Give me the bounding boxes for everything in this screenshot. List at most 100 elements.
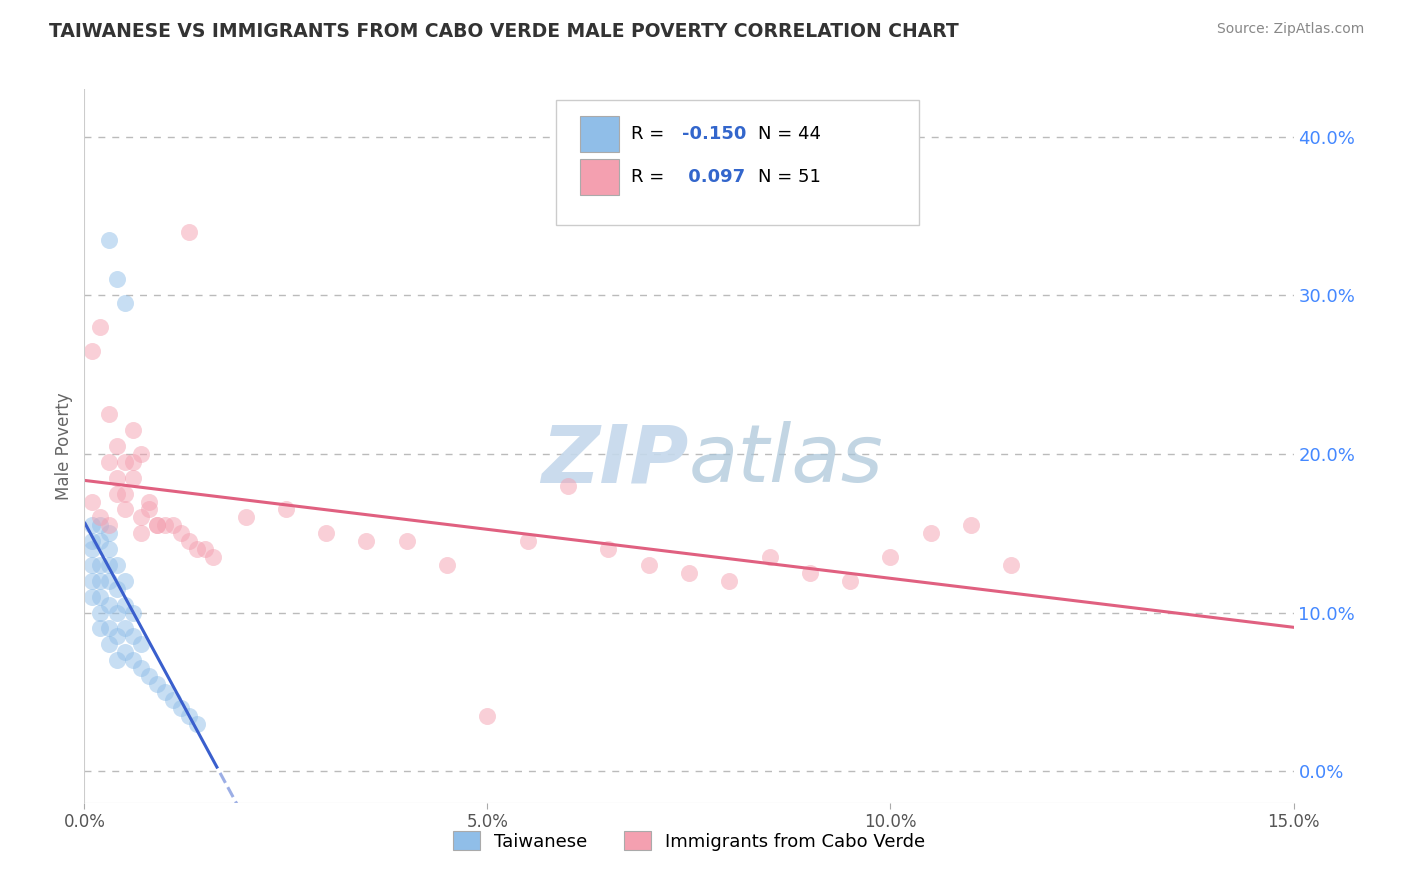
Point bbox=[114, 574, 136, 588]
Point bbox=[477, 708, 499, 723]
Text: N = 51: N = 51 bbox=[758, 168, 821, 186]
Point bbox=[105, 606, 128, 620]
Point bbox=[436, 558, 458, 572]
Point bbox=[146, 518, 169, 533]
Point bbox=[105, 272, 128, 286]
Point bbox=[97, 574, 120, 588]
Point bbox=[121, 423, 143, 437]
Point bbox=[97, 455, 120, 469]
Point bbox=[89, 510, 111, 524]
Point bbox=[89, 558, 111, 572]
Point bbox=[82, 542, 104, 557]
Point bbox=[129, 447, 152, 461]
Point bbox=[105, 653, 128, 667]
Point bbox=[516, 534, 538, 549]
Point bbox=[82, 534, 104, 549]
Point bbox=[356, 534, 378, 549]
Point bbox=[89, 590, 111, 604]
Point bbox=[82, 343, 104, 358]
Text: 0.097: 0.097 bbox=[682, 168, 745, 186]
Point bbox=[146, 518, 169, 533]
Point bbox=[121, 653, 143, 667]
Point bbox=[129, 510, 152, 524]
Text: -0.150: -0.150 bbox=[682, 125, 747, 143]
Text: TAIWANESE VS IMMIGRANTS FROM CABO VERDE MALE POVERTY CORRELATION CHART: TAIWANESE VS IMMIGRANTS FROM CABO VERDE … bbox=[49, 22, 959, 41]
Point bbox=[129, 526, 152, 541]
Point bbox=[89, 621, 111, 635]
Point bbox=[89, 574, 111, 588]
Point bbox=[274, 502, 297, 516]
Point bbox=[89, 606, 111, 620]
Point bbox=[678, 566, 700, 580]
Point bbox=[202, 549, 225, 564]
Point bbox=[315, 526, 337, 541]
Point bbox=[105, 471, 128, 485]
Text: ZIP: ZIP bbox=[541, 421, 689, 500]
Point bbox=[114, 621, 136, 635]
Point bbox=[105, 439, 128, 453]
Point bbox=[194, 542, 217, 557]
Point bbox=[839, 574, 862, 588]
Point bbox=[138, 494, 160, 508]
Point bbox=[82, 494, 104, 508]
Point bbox=[97, 621, 120, 635]
Point bbox=[114, 598, 136, 612]
Point bbox=[129, 637, 152, 651]
Point bbox=[82, 558, 104, 572]
Point bbox=[186, 542, 208, 557]
Point bbox=[89, 320, 111, 334]
Point bbox=[179, 708, 201, 723]
Point bbox=[82, 574, 104, 588]
Point bbox=[121, 629, 143, 643]
Point bbox=[1000, 558, 1022, 572]
Point bbox=[97, 233, 120, 247]
Point bbox=[121, 455, 143, 469]
Text: Source: ZipAtlas.com: Source: ZipAtlas.com bbox=[1216, 22, 1364, 37]
Point bbox=[121, 471, 143, 485]
Point bbox=[758, 549, 780, 564]
Point bbox=[179, 534, 201, 549]
Point bbox=[162, 692, 184, 706]
Point bbox=[114, 645, 136, 659]
Point bbox=[121, 606, 143, 620]
Point bbox=[637, 558, 659, 572]
Point bbox=[114, 486, 136, 500]
Point bbox=[153, 518, 176, 533]
Point bbox=[557, 478, 579, 492]
Point bbox=[138, 502, 160, 516]
Point bbox=[89, 534, 111, 549]
Point bbox=[82, 518, 104, 533]
Point bbox=[960, 518, 983, 533]
FancyBboxPatch shape bbox=[581, 116, 619, 152]
Text: atlas: atlas bbox=[689, 421, 884, 500]
Point bbox=[598, 542, 620, 557]
Point bbox=[799, 566, 821, 580]
Point bbox=[114, 502, 136, 516]
Point bbox=[105, 486, 128, 500]
Point bbox=[82, 590, 104, 604]
Point bbox=[105, 582, 128, 596]
Point bbox=[718, 574, 741, 588]
FancyBboxPatch shape bbox=[555, 100, 918, 225]
Point bbox=[186, 716, 208, 731]
Point bbox=[105, 629, 128, 643]
Text: R =: R = bbox=[631, 125, 669, 143]
Point bbox=[879, 549, 901, 564]
Point bbox=[114, 455, 136, 469]
Point bbox=[97, 637, 120, 651]
Point bbox=[97, 598, 120, 612]
Point bbox=[89, 518, 111, 533]
Text: R =: R = bbox=[631, 168, 669, 186]
Point bbox=[146, 677, 169, 691]
Point bbox=[129, 661, 152, 675]
Point bbox=[235, 510, 257, 524]
Point bbox=[395, 534, 418, 549]
Point bbox=[162, 518, 184, 533]
Point bbox=[97, 526, 120, 541]
Point bbox=[97, 518, 120, 533]
Legend: Taiwanese, Immigrants from Cabo Verde: Taiwanese, Immigrants from Cabo Verde bbox=[446, 824, 932, 858]
Point bbox=[920, 526, 942, 541]
Point bbox=[97, 542, 120, 557]
Point bbox=[153, 685, 176, 699]
FancyBboxPatch shape bbox=[581, 159, 619, 194]
